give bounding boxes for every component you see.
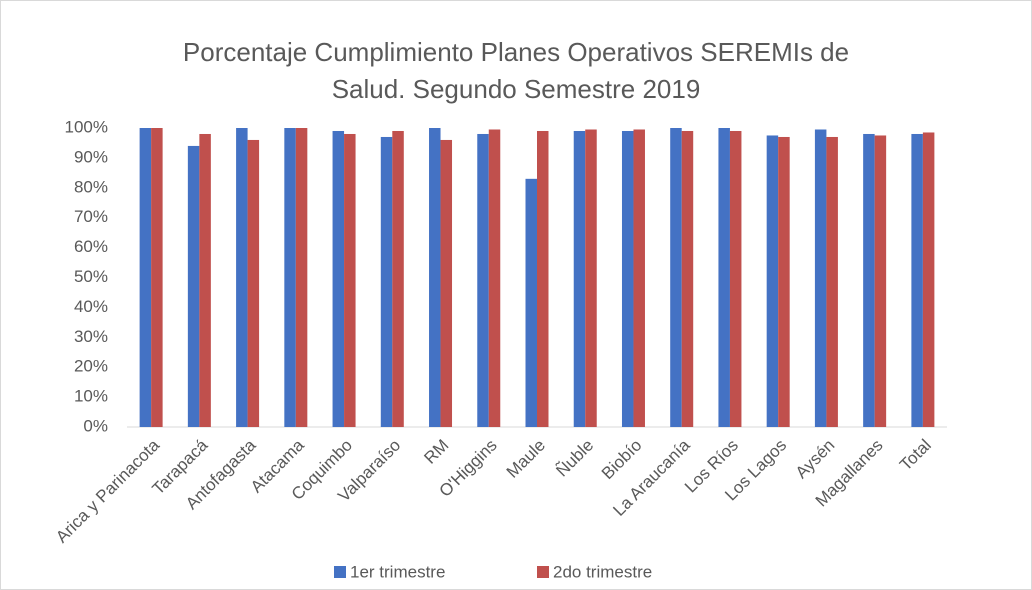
bar bbox=[392, 130, 404, 428]
bar bbox=[766, 135, 779, 427]
y-tick-label: 10% bbox=[74, 387, 108, 406]
bar bbox=[911, 133, 923, 428]
x-tick-label: Biobío bbox=[598, 436, 646, 484]
y-tick-label: 20% bbox=[74, 357, 108, 376]
legend-swatch bbox=[537, 566, 549, 578]
bar bbox=[187, 145, 200, 427]
bar bbox=[573, 130, 586, 428]
bar bbox=[284, 128, 296, 427]
bar bbox=[814, 129, 827, 427]
y-tick-label: 70% bbox=[74, 207, 108, 226]
legend-label: 1er trimestre bbox=[350, 562, 445, 581]
y-tick-label: 30% bbox=[74, 327, 108, 346]
legend-label: 2do trimestre bbox=[553, 562, 652, 581]
x-tick-label: Total bbox=[896, 436, 935, 475]
bar bbox=[139, 128, 152, 427]
chart-title: Porcentaje Cumplimiento Planes Operativo… bbox=[182, 37, 850, 104]
x-tick-label: RM bbox=[420, 436, 452, 468]
x-tick-label: Ñuble bbox=[552, 436, 597, 481]
bar bbox=[585, 129, 597, 427]
y-tick-label: 0% bbox=[83, 416, 108, 435]
bar bbox=[874, 135, 887, 427]
bar bbox=[380, 136, 393, 427]
y-tick-label: 40% bbox=[74, 297, 108, 316]
x-tick-label: Aysén bbox=[792, 436, 839, 483]
bar bbox=[729, 130, 742, 428]
x-tick-label: Arica y Parinacota bbox=[52, 435, 163, 546]
bar bbox=[236, 128, 248, 427]
bar bbox=[199, 133, 211, 428]
bar bbox=[488, 129, 501, 427]
bar bbox=[670, 128, 682, 427]
bar bbox=[537, 130, 549, 428]
y-tick-label: 60% bbox=[74, 237, 108, 256]
bar bbox=[922, 132, 935, 428]
y-tick-label: 50% bbox=[74, 267, 108, 286]
bar bbox=[621, 130, 634, 428]
bar bbox=[332, 130, 345, 428]
bar bbox=[295, 128, 308, 427]
y-tick-label: 90% bbox=[74, 147, 108, 166]
bar bbox=[525, 178, 537, 427]
y-tick-label: 80% bbox=[74, 177, 108, 196]
bar bbox=[477, 133, 489, 428]
bar bbox=[429, 128, 441, 427]
bar bbox=[778, 136, 790, 427]
bar bbox=[344, 133, 356, 428]
bar bbox=[863, 133, 875, 428]
bar bbox=[151, 128, 163, 427]
bar bbox=[440, 139, 453, 427]
bar bbox=[718, 128, 730, 427]
bar bbox=[826, 136, 838, 427]
y-tick-label: 100% bbox=[65, 117, 108, 136]
legend-swatch bbox=[334, 566, 346, 578]
bar bbox=[247, 139, 260, 427]
bar bbox=[681, 130, 694, 428]
x-tick-label: Maule bbox=[503, 436, 549, 482]
bar bbox=[633, 129, 645, 427]
